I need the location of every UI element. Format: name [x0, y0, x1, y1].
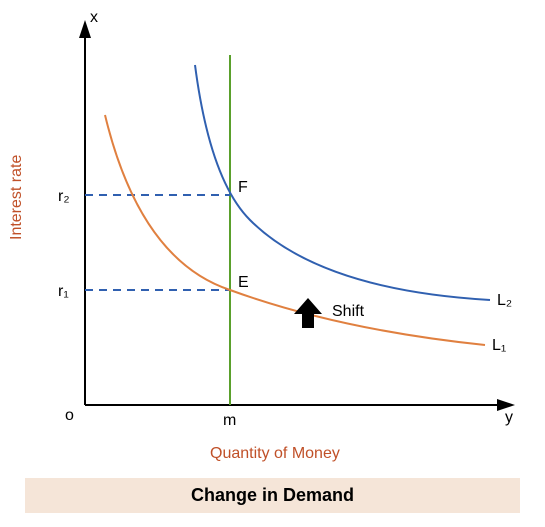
label-l1: L₁ [492, 337, 506, 354]
chart-plot: x y o r₁ r₂ m E F Shift L₁ L₂ [0, 0, 545, 475]
label-r2: r₂ [58, 188, 70, 205]
label-x-top: x [90, 9, 98, 26]
label-origin: o [65, 407, 74, 424]
shift-arrow-icon [294, 298, 322, 328]
chart-title: Change in Demand [25, 478, 520, 513]
label-r1: r₁ [58, 283, 69, 300]
y-axis-title: Interest rate [8, 155, 26, 240]
label-shift: Shift [332, 303, 365, 320]
label-y-right: y [505, 409, 513, 426]
label-m: m [223, 412, 236, 429]
curve-l1 [105, 115, 485, 345]
chart-container: x y o r₁ r₂ m E F Shift L₁ L₂ Interest r… [0, 0, 545, 527]
label-point-e: E [238, 274, 249, 291]
x-axis-title: Quantity of Money [210, 445, 340, 463]
label-l2: L₂ [497, 292, 512, 309]
label-point-f: F [238, 179, 248, 196]
